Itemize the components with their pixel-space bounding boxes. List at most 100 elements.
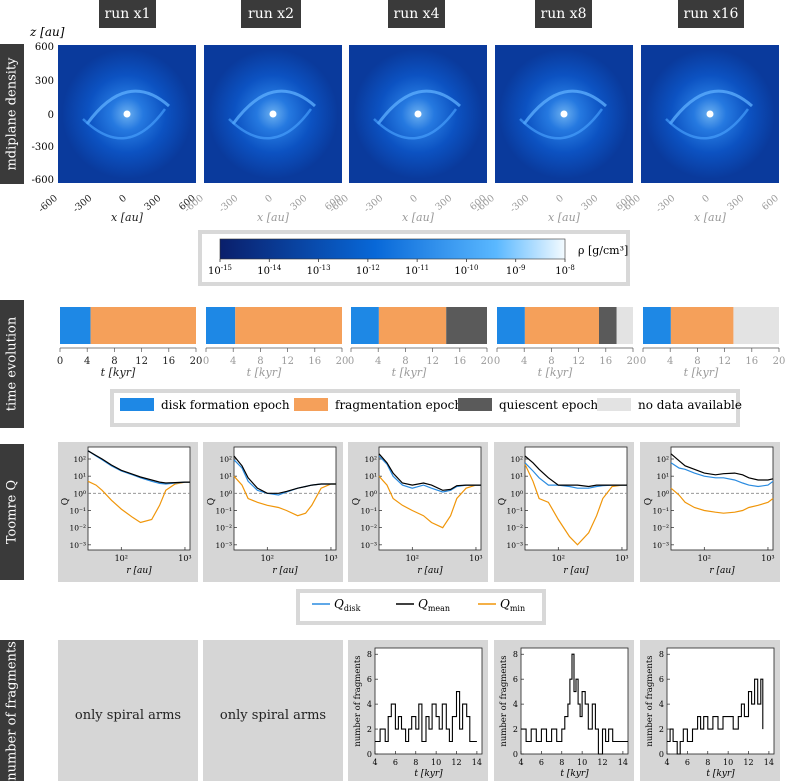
time-bar-run-x2: 0 4 8 12 16 20 t [kyr] (203, 307, 349, 379)
density-x-tick: 300 (288, 193, 309, 213)
frag-ytick-label: 6 (367, 675, 372, 684)
frag-xtick-label: 8 (705, 758, 710, 767)
density-x-label: x [au] (694, 211, 727, 224)
spiral-arm (376, 89, 461, 125)
protostar-core (414, 110, 422, 118)
q-ytick-label: 10⁻² (652, 524, 669, 533)
frag-ylabel: number of fragments (353, 655, 363, 746)
epoch-segment (60, 307, 91, 344)
z-tick-0: 0 (48, 110, 54, 121)
q-ylabel: Q (498, 498, 508, 505)
time-tick-label: 4 (230, 356, 236, 367)
toomre-plot-run-x4: 10² 10¹ 10⁰ 10⁻¹ 10⁻² 10⁻³ 10² 10³ Qr [au] (352, 446, 483, 576)
density-x-tick: -300 (508, 193, 531, 215)
q-xtick-label: 10³ (178, 554, 191, 563)
fragments-panel-bg-x2: only spiral arms (203, 640, 343, 781)
toomre-axes (378, 446, 482, 551)
frag-xtick-label: 4 (664, 758, 669, 767)
time-tick-label: 8 (402, 356, 408, 367)
density-x-tick: -300 (654, 193, 677, 215)
frag-ytick-label: 2 (367, 725, 372, 734)
frag-xtick-label: 14 (764, 758, 774, 767)
spiral-arm (522, 89, 607, 125)
run-header-x1: run x1 (99, 0, 156, 28)
q-xtick-label: 10² (115, 554, 128, 563)
spiral-arm (231, 89, 316, 125)
q-series-q-mean (670, 453, 774, 481)
colorbar-tick-label: 10-9 (506, 264, 526, 277)
row-label-fragments: number of fragments (0, 640, 24, 781)
q-series-q-mean (524, 455, 627, 488)
time-axis-label: t [kyr] (684, 366, 719, 379)
spiral-arm (665, 108, 750, 140)
density-x-tick: 0 (554, 193, 566, 205)
q-ytick-label: 10⁻¹ (215, 506, 232, 515)
time-tick-label: 12 (135, 356, 148, 367)
frag-ytick-label: 8 (659, 650, 664, 659)
frag-xtick-label: 4 (372, 758, 377, 767)
epoch-segment (616, 307, 633, 344)
time-axis-label: t [kyr] (538, 366, 573, 379)
protostar-core (123, 110, 131, 118)
q-series-q-min (670, 487, 774, 514)
time-tick-label: 16 (453, 356, 466, 367)
colorbar-tick-label: 10-10 (454, 264, 478, 277)
legend-swatch-disk (120, 398, 154, 411)
time-tick-label: 0 (494, 356, 500, 367)
density-x-label: x [au] (548, 211, 581, 224)
frag-xtick-label: 8 (559, 758, 564, 767)
time-tick-label: 12 (426, 356, 439, 367)
spiral-arm (373, 108, 458, 140)
q-ytick-label: 10² (219, 455, 232, 464)
density-x-tick: -300 (71, 193, 94, 215)
frag-xtick-label: 6 (539, 758, 544, 767)
toomre-panels: 10² 10¹ 10⁰ 10⁻¹ 10⁻² 10⁻³ 10² 10³ Qr [au] 10² 10¹… (61, 446, 775, 576)
frag-xtick-label: 12 (451, 758, 461, 767)
time-tick-label: 4 (84, 356, 90, 367)
protostar-core (560, 110, 568, 118)
frag-ytick-label: 8 (513, 650, 518, 659)
toomre-axes (233, 446, 337, 551)
q-series-q-min (378, 475, 481, 529)
frag-ytick-label: 4 (367, 700, 372, 709)
density-map-run-x1: -600 -300 0 300 600 x [au] (37, 45, 198, 224)
time-axis-label: t [kyr] (392, 366, 427, 379)
frag-xtick-label: 10 (431, 758, 441, 767)
q-xtick-label: 10² (406, 554, 419, 563)
z-tick-m300: -300 (32, 142, 54, 153)
q-ytick-label: 10² (73, 455, 86, 464)
q-ytick-label: 10¹ (364, 472, 377, 481)
frag-ytick-label: 6 (659, 675, 664, 684)
spiral-arm (228, 108, 313, 140)
protostar-core (706, 110, 714, 118)
frag-ytick-label: 0 (659, 750, 664, 759)
colorbar-ticks: 10-15 10-14 10-13 10-12 10-11 10-10 10-9 10-8 (208, 259, 575, 277)
frag-xtick-label: 14 (618, 758, 628, 767)
q-ytick-label: 10⁰ (510, 489, 523, 498)
q-xlabel: r [au] (417, 566, 443, 576)
z-tick-m600: -600 (32, 175, 54, 186)
run-header-x4: run x4 (388, 0, 445, 28)
q-xtick-label: 10³ (615, 554, 628, 563)
q-ytick-label: 10⁻² (360, 524, 377, 533)
q-ytick-label: 10¹ (219, 472, 232, 481)
time-tick-label: 16 (162, 356, 175, 367)
only-spiral-label-x2: only spiral arms (219, 707, 327, 723)
legend-label-frag: fragmentation epoch (335, 398, 462, 412)
density-x-label: x [au] (111, 211, 144, 224)
row-label-toomre: Toomre Q (0, 444, 24, 580)
frag-xtick-label: 8 (413, 758, 418, 767)
frag-ytick-label: 6 (513, 675, 518, 684)
frag-xtick-label: 6 (393, 758, 398, 767)
time-tick-label: 20 (336, 356, 349, 367)
frag-ytick-label: 4 (513, 700, 518, 709)
q-ytick-label: 10² (656, 455, 669, 464)
density-x-tick: 0 (117, 193, 129, 205)
q-legend-box (296, 589, 546, 625)
time-bar-run-x8: 0 4 8 12 16 20 t [kyr] (494, 307, 639, 379)
density-x-tick: 300 (433, 193, 454, 213)
time-tick-label: 0 (57, 356, 63, 367)
density-x-tick: -600 (37, 193, 60, 215)
